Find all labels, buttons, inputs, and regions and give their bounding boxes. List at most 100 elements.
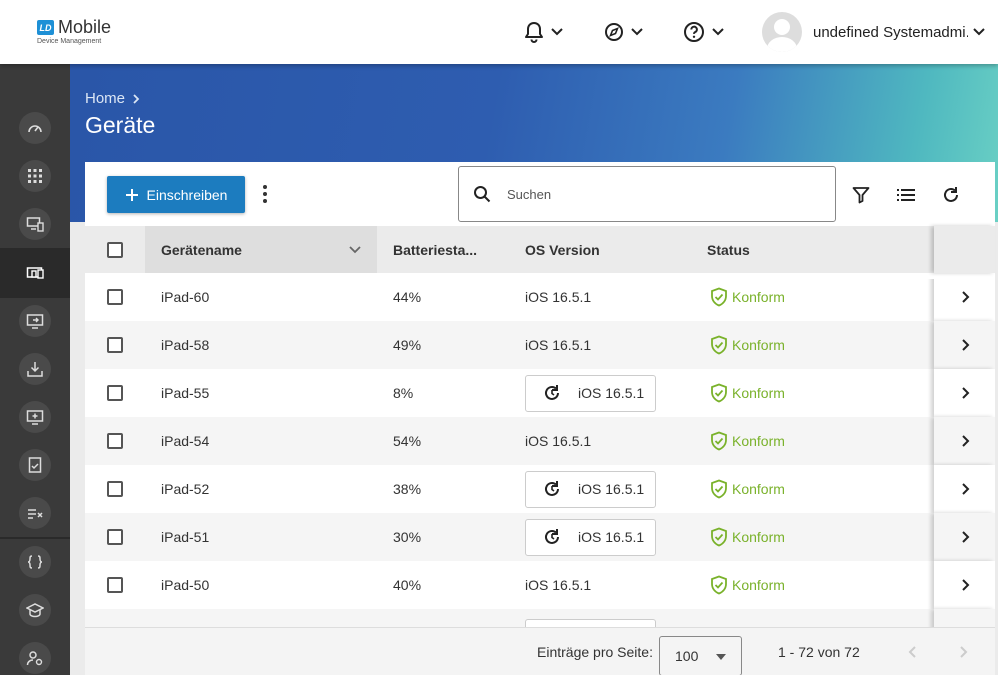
more-options-button[interactable] bbox=[255, 180, 275, 208]
row-details-button[interactable] bbox=[934, 321, 995, 369]
column-header-name[interactable]: Gerätename bbox=[145, 226, 377, 273]
battery-status: 49% bbox=[393, 337, 422, 353]
row-checkbox[interactable] bbox=[107, 289, 123, 305]
page-size-select[interactable]: 100 bbox=[659, 636, 742, 675]
sidebar bbox=[0, 64, 70, 675]
chevron-down-icon bbox=[712, 28, 724, 36]
os-version: iOS 16.5.1 bbox=[525, 433, 592, 449]
row-select-cell bbox=[107, 369, 123, 417]
row-checkbox[interactable] bbox=[107, 529, 123, 545]
battery-status: 54% bbox=[393, 433, 422, 449]
chevron-right-icon bbox=[961, 435, 969, 447]
screen-share-icon bbox=[26, 314, 44, 329]
sidebar-item-download[interactable] bbox=[0, 345, 70, 393]
os-update-button[interactable]: iOS 16.5.1 bbox=[525, 518, 656, 556]
pending-update-icon bbox=[545, 529, 559, 544]
table-row[interactable]: iPad-58 49% iOS 16.5.1 Konform bbox=[85, 321, 995, 369]
notifications-button[interactable] bbox=[524, 21, 564, 43]
explore-button[interactable] bbox=[604, 22, 644, 42]
os-version-cell bbox=[525, 613, 656, 627]
status-badge: Konform bbox=[710, 561, 785, 609]
row-details-button[interactable] bbox=[934, 465, 995, 513]
os-update-button[interactable]: iOS 16.5.1 bbox=[525, 470, 656, 508]
sidebar-item-user-settings[interactable] bbox=[0, 634, 70, 675]
chevron-right-icon bbox=[961, 531, 969, 543]
column-header-os[interactable]: OS Version bbox=[525, 226, 600, 273]
search-field[interactable] bbox=[458, 166, 836, 222]
table-row[interactable]: iPad-55 8% iOS 16.5.1 Konform bbox=[85, 369, 995, 417]
row-checkbox[interactable] bbox=[107, 577, 123, 593]
os-update-button[interactable] bbox=[525, 618, 656, 627]
sidebar-item-school[interactable] bbox=[0, 586, 70, 634]
actions-column-header bbox=[934, 226, 995, 273]
logo-title: Mobile bbox=[58, 17, 112, 37]
shield-check-icon bbox=[711, 527, 727, 547]
enroll-button[interactable]: Einschreiben bbox=[107, 176, 245, 213]
next-page-button[interactable] bbox=[953, 642, 973, 662]
columns-button[interactable] bbox=[893, 182, 919, 208]
sidebar-item-checklist[interactable] bbox=[0, 441, 70, 489]
sidebar-item-policy[interactable] bbox=[0, 489, 70, 537]
plus-icon bbox=[125, 188, 138, 201]
shield-check-icon bbox=[711, 575, 727, 595]
sidebar-item-device-settings[interactable] bbox=[0, 200, 70, 248]
app-logo[interactable]: LD Mobile Device Management bbox=[37, 17, 112, 45]
battery-status: 44% bbox=[393, 289, 422, 305]
shield-check-icon bbox=[711, 479, 727, 499]
row-details-button[interactable] bbox=[934, 561, 995, 609]
table-row[interactable] bbox=[85, 609, 995, 627]
select-all-checkbox[interactable] bbox=[107, 241, 123, 258]
checklist-icon bbox=[28, 457, 42, 473]
table-row[interactable]: iPad-60 44% iOS 16.5.1 Konform bbox=[85, 279, 995, 321]
table-row[interactable]: iPad-51 30% iOS 16.5.1 Konform bbox=[85, 513, 995, 561]
breadcrumb-home[interactable]: Home bbox=[85, 90, 126, 107]
filter-button[interactable] bbox=[848, 182, 874, 208]
previous-page-button[interactable] bbox=[903, 642, 923, 662]
sidebar-item-apps[interactable] bbox=[0, 152, 70, 200]
download-icon bbox=[27, 362, 43, 377]
refresh-button[interactable] bbox=[938, 182, 964, 208]
user-menu[interactable]: undefined Systemadmi... bbox=[762, 12, 986, 52]
caret-down-icon bbox=[716, 654, 726, 660]
table-header: Gerätename Batteriesta... OS Version Sta… bbox=[85, 226, 995, 273]
row-select-cell bbox=[107, 513, 123, 561]
chevron-right-icon bbox=[961, 339, 969, 351]
row-checkbox[interactable] bbox=[107, 481, 123, 497]
device-name: iPad-50 bbox=[161, 577, 210, 593]
os-update-button[interactable]: iOS 16.5.1 bbox=[525, 374, 656, 412]
table-row[interactable]: iPad-54 54% iOS 16.5.1 Konform bbox=[85, 417, 995, 465]
row-checkbox[interactable] bbox=[107, 385, 123, 401]
row-checkbox[interactable] bbox=[107, 337, 123, 353]
table-row[interactable]: iPad-50 40% iOS 16.5.1 Konform bbox=[85, 561, 995, 609]
row-details-button[interactable] bbox=[934, 279, 995, 321]
row-details-button[interactable] bbox=[934, 417, 995, 465]
search-input[interactable] bbox=[507, 186, 807, 202]
sidebar-item-screen-share[interactable] bbox=[0, 297, 70, 345]
row-checkbox[interactable] bbox=[107, 433, 123, 449]
bell-icon bbox=[525, 22, 543, 43]
filter-icon bbox=[852, 187, 870, 204]
help-button[interactable] bbox=[683, 21, 725, 43]
column-header-status[interactable]: Status bbox=[707, 226, 750, 273]
sidebar-item-dashboard[interactable] bbox=[0, 104, 70, 152]
chevron-right-icon bbox=[961, 483, 969, 495]
device-name: iPad-55 bbox=[161, 385, 210, 401]
sidebar-item-devices[interactable] bbox=[0, 249, 70, 297]
row-select-cell bbox=[107, 321, 123, 369]
row-details-button[interactable] bbox=[934, 513, 995, 561]
row-details-button[interactable] bbox=[934, 609, 995, 627]
table-row[interactable]: iPad-52 38% iOS 16.5.1 Konform bbox=[85, 465, 995, 513]
status-label: Konform bbox=[732, 289, 785, 305]
pagination-footer: Einträge pro Seite: 100 1 - 72 von 72 bbox=[85, 627, 995, 675]
os-version-cell: iOS 16.5.1 bbox=[525, 321, 591, 369]
sidebar-item-add-device[interactable] bbox=[0, 393, 70, 441]
breadcrumb: Home bbox=[85, 90, 141, 107]
battery-status: 8% bbox=[393, 385, 414, 401]
os-version-cell: iOS 16.5.1 bbox=[525, 465, 656, 513]
row-details-button[interactable] bbox=[934, 369, 995, 417]
os-version: iOS 16.5.1 bbox=[578, 385, 645, 401]
column-header-battery[interactable]: Batteriesta... bbox=[393, 226, 477, 273]
sidebar-item-configuration[interactable] bbox=[0, 538, 70, 586]
battery-status: 40% bbox=[393, 577, 422, 593]
top-bar: LD Mobile Device Management undefined Sy… bbox=[0, 0, 998, 64]
